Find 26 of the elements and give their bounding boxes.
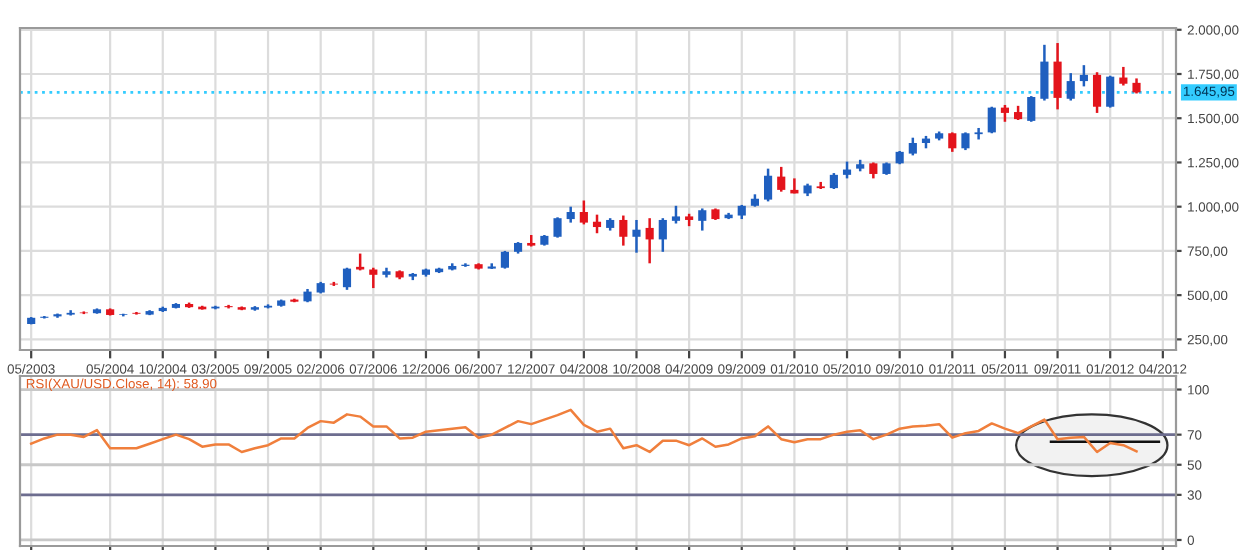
candlestick	[1053, 41, 1062, 111]
candlestick	[1040, 43, 1049, 102]
candlestick	[342, 266, 352, 292]
candlestick	[764, 167, 773, 203]
candlestick	[1027, 94, 1036, 124]
candlestick	[1106, 74, 1115, 109]
candlestick	[1119, 65, 1128, 87]
candlestick	[579, 199, 588, 226]
candlestick	[698, 207, 707, 232]
candlestick	[645, 216, 654, 265]
candlestick	[369, 266, 378, 290]
candlestick	[592, 213, 602, 235]
candlestick	[948, 131, 957, 154]
candlestick	[632, 218, 641, 254]
candlestick	[1079, 63, 1088, 88]
candlestick	[1066, 71, 1075, 102]
candlestick	[66, 308, 75, 317]
candlestick	[777, 165, 786, 193]
candlestick	[974, 126, 983, 141]
candlestick	[1092, 70, 1102, 115]
candlestick	[987, 105, 996, 135]
candlestick	[619, 214, 628, 247]
line-series	[29, 408, 1138, 454]
candlestick	[461, 262, 470, 269]
candlestick	[553, 216, 562, 239]
candlestick	[658, 216, 667, 254]
